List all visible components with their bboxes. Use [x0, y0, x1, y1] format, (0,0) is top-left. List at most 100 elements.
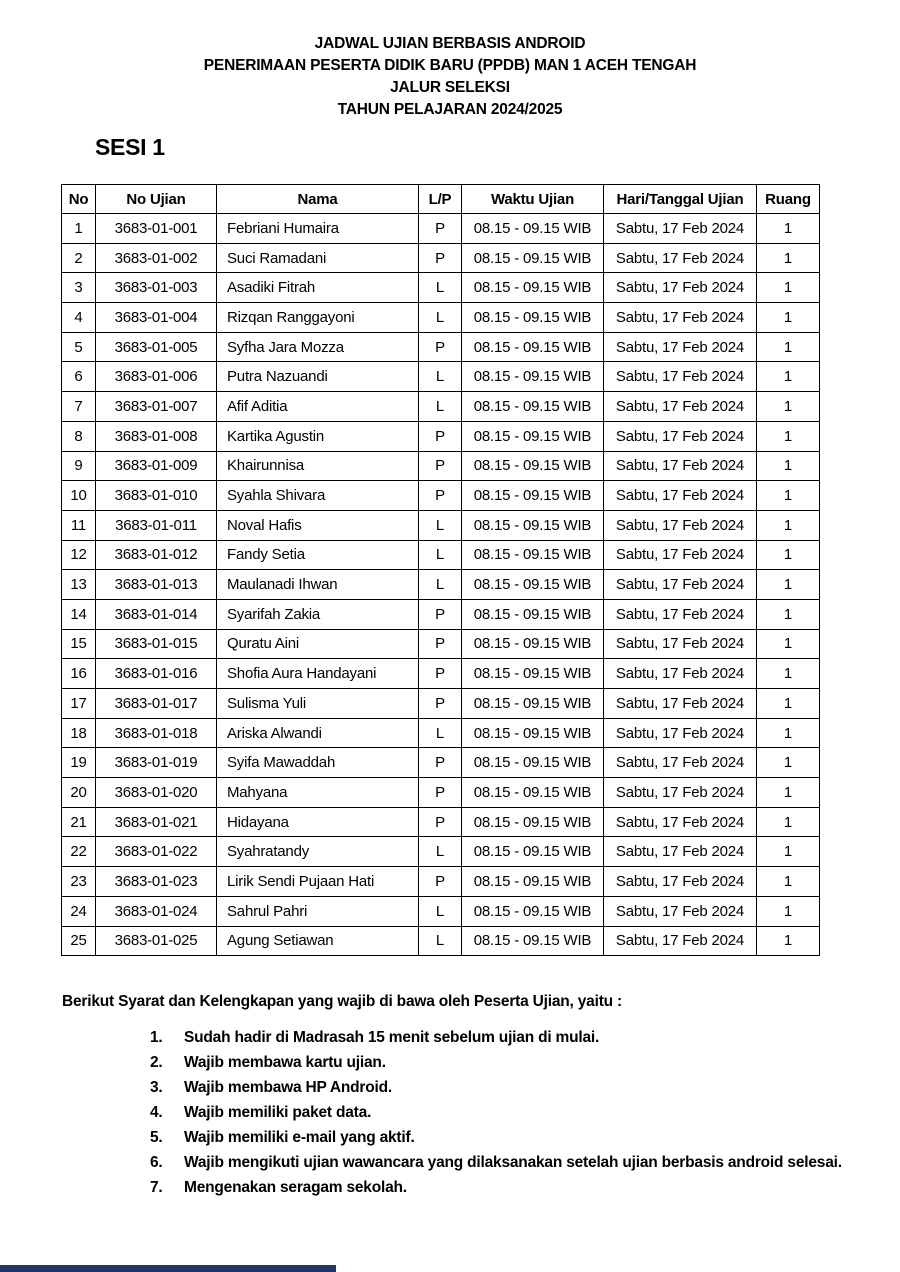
cell-nama: Fandy Setia: [216, 539, 419, 571]
cell-ruang: 1: [756, 895, 820, 927]
cell-waktu: 08.15 - 09.15 WIB: [461, 420, 604, 452]
cell-no: 4: [61, 302, 96, 333]
cell-waktu: 08.15 - 09.15 WIB: [461, 747, 604, 779]
cell-nama: Shofia Aura Handayani: [216, 658, 419, 689]
cell-hari: Sabtu, 17 Feb 2024: [603, 331, 757, 363]
requirement-number: 3.: [150, 1079, 163, 1097]
cell-waktu: 08.15 - 09.15 WIB: [461, 628, 604, 660]
cell-lp: L: [418, 509, 462, 541]
cell-nama: Ariska Alwandi: [216, 717, 419, 749]
cell-ruang: 1: [756, 866, 820, 897]
cell-ruang: 1: [756, 509, 820, 541]
requirements-section: Berikut Syarat dan Kelengkapan yang waji…: [62, 993, 852, 1198]
cell-waktu: 08.15 - 09.15 WIB: [461, 717, 604, 749]
cell-nama: Kartika Agustin: [216, 420, 419, 452]
cell-waktu: 08.15 - 09.15 WIB: [461, 302, 604, 333]
exam-schedule-table: No No Ujian Nama L/P Waktu Ujian Hari/Tanggal…: [61, 184, 820, 957]
table-row: 24 3683-01-024 Sahrul Pahri L 08.15 - 09.15 …: [61, 895, 820, 927]
cell-noujian: 3683-01-023: [95, 866, 217, 897]
cell-noujian: 3683-01-016: [95, 658, 217, 689]
cell-waktu: 08.15 - 09.15 WIB: [461, 777, 604, 808]
cell-nama: Sulisma Yuli: [216, 688, 419, 719]
cell-ruang: 1: [756, 331, 820, 363]
table-row: 1 3683-01-001 Febriani Humaira P 08.15 - 09.…: [61, 213, 820, 244]
requirement-text: Sudah hadir di Madrasah 15 menit sebelum…: [184, 1029, 600, 1047]
cell-lp: P: [418, 598, 462, 630]
cell-ruang: 1: [756, 450, 820, 482]
cell-lp: P: [418, 688, 462, 719]
requirement-item: 1. Sudah hadir di Madrasah 15 menit sebel…: [62, 1027, 852, 1048]
table-row: 10 3683-01-010 Syahla Shivara P 08.15 - 09.1…: [61, 480, 820, 511]
cell-hari: Sabtu, 17 Feb 2024: [603, 717, 757, 749]
cell-lp: L: [418, 302, 462, 333]
cell-nama: Syahratandy: [216, 836, 419, 868]
cell-nama: Maulanadi Ihwan: [216, 569, 419, 600]
cell-no: 8: [61, 420, 96, 452]
table-row: 12 3683-01-012 Fandy Setia L 08.15 - 09.15 W…: [61, 539, 820, 571]
cell-no: 23: [61, 866, 96, 897]
cell-lp: P: [418, 628, 462, 660]
cell-nama: Khairunnisa: [216, 450, 419, 482]
table-row: 14 3683-01-014 Syarifah Zakia P 08.15 - 09.1…: [61, 598, 820, 630]
cell-nama: Asadiki Fitrah: [216, 272, 419, 304]
cell-ruang: 1: [756, 361, 820, 393]
cell-no: 18: [61, 717, 96, 749]
cell-noujian: 3683-01-024: [95, 895, 217, 927]
cell-hari: Sabtu, 17 Feb 2024: [603, 628, 757, 660]
cell-no: 14: [61, 598, 96, 630]
cell-nama: Mahyana: [216, 777, 419, 808]
cell-waktu: 08.15 - 09.15 WIB: [461, 331, 604, 363]
cell-noujian: 3683-01-020: [95, 777, 217, 808]
cell-hari: Sabtu, 17 Feb 2024: [603, 925, 757, 957]
column-header-lp: L/P: [418, 184, 462, 214]
cell-hari: Sabtu, 17 Feb 2024: [603, 747, 757, 779]
cell-waktu: 08.15 - 09.15 WIB: [461, 658, 604, 689]
session-title: SESI 1: [95, 134, 165, 160]
table-row: 2 3683-01-002 Suci Ramadani P 08.15 - 09.15 …: [61, 242, 820, 274]
table-row: 15 3683-01-015 Quratu Aini P 08.15 - 09.15 W…: [61, 628, 820, 660]
cell-waktu: 08.15 - 09.15 WIB: [461, 598, 604, 630]
table-row: 11 3683-01-011 Noval Hafis L 08.15 - 09.15 W…: [61, 509, 820, 541]
cell-waktu: 08.15 - 09.15 WIB: [461, 688, 604, 719]
cell-noujian: 3683-01-021: [95, 806, 217, 838]
cell-hari: Sabtu, 17 Feb 2024: [603, 777, 757, 808]
table-header-row: No No Ujian Nama L/P Waktu Ujian Hari/Tanggal…: [61, 184, 820, 214]
cell-noujian: 3683-01-010: [95, 480, 217, 511]
title-line-4: TAHUN PELAJARAN 2024/2025: [337, 101, 563, 118]
cell-waktu: 08.15 - 09.15 WIB: [461, 361, 604, 393]
cell-nama: Syfha Jara Mozza: [216, 331, 419, 363]
cell-hari: Sabtu, 17 Feb 2024: [603, 806, 757, 838]
requirement-text: Mengenakan seragam sekolah.: [184, 1179, 407, 1197]
cell-nama: Syifa Mawaddah: [216, 747, 419, 779]
table-row: 5 3683-01-005 Syfha Jara Mozza P 08.15 - 09.…: [61, 331, 820, 363]
cell-noujian: 3683-01-007: [95, 391, 217, 422]
cell-lp: L: [418, 895, 462, 927]
cell-hari: Sabtu, 17 Feb 2024: [603, 866, 757, 897]
cell-noujian: 3683-01-013: [95, 569, 217, 600]
cell-no: 25: [61, 925, 96, 957]
table-row: 17 3683-01-017 Sulisma Yuli P 08.15 - 09.15 …: [61, 688, 820, 719]
requirements-list: 1. Sudah hadir di Madrasah 15 menit sebel…: [62, 1027, 852, 1198]
cell-lp: P: [418, 420, 462, 452]
requirement-number: 1.: [150, 1029, 163, 1047]
cell-hari: Sabtu, 17 Feb 2024: [603, 361, 757, 393]
table-row: 7 3683-01-007 Afif Aditia L 08.15 - 09.15 WI…: [61, 391, 820, 422]
cell-no: 15: [61, 628, 96, 660]
cell-ruang: 1: [756, 480, 820, 511]
cell-lp: L: [418, 391, 462, 422]
requirement-number: 7.: [150, 1179, 163, 1197]
table-row: 20 3683-01-020 Mahyana P 08.15 - 09.15 WIB Sa…: [61, 777, 820, 808]
cell-noujian: 3683-01-005: [95, 331, 217, 363]
cell-ruang: 1: [756, 302, 820, 333]
cell-no: 10: [61, 480, 96, 511]
requirement-number: 5.: [150, 1129, 163, 1147]
requirement-text: Wajib mengikuti ujian wawancara yang dil…: [184, 1154, 842, 1172]
cell-nama: Afif Aditia: [216, 391, 419, 422]
cell-no: 7: [61, 391, 96, 422]
cell-noujian: 3683-01-022: [95, 836, 217, 868]
table-row: 23 3683-01-023 Lirik Sendi Pujaan Hati P 08.…: [61, 866, 820, 897]
cell-lp: L: [418, 925, 462, 957]
cell-ruang: 1: [756, 598, 820, 630]
cell-noujian: 3683-01-004: [95, 302, 217, 333]
requirement-item: 7. Mengenakan seragam sekolah.: [62, 1177, 852, 1198]
